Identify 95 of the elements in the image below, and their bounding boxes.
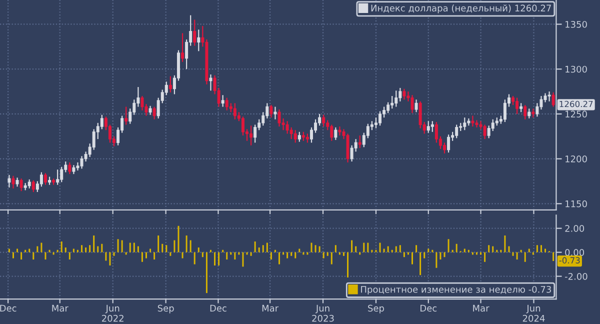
candlestick xyxy=(487,125,490,139)
annotation: -0.73 xyxy=(559,257,580,264)
candlestick xyxy=(8,174,11,188)
x-tick-label: Jun 2022 xyxy=(102,304,124,322)
y-tick-label: 1200 xyxy=(566,156,587,162)
candlestick xyxy=(92,128,96,150)
candlestick xyxy=(350,144,354,162)
x-tick-label: Mar xyxy=(262,304,279,312)
x-tick-label: Dec xyxy=(420,304,437,312)
x-tick-label: Jun 2023 xyxy=(312,304,334,322)
candlestick xyxy=(358,134,362,149)
candlestick xyxy=(524,104,527,120)
candlestick xyxy=(398,87,402,102)
candlestick xyxy=(536,102,539,118)
candlestick xyxy=(250,125,253,146)
candlestick xyxy=(100,114,104,130)
x-tick-label: Sep xyxy=(158,304,174,314)
candlestick xyxy=(516,97,519,115)
candlestick xyxy=(221,94,224,108)
x-tick-label: Dec xyxy=(210,304,226,312)
y-tick-label: 1150 xyxy=(566,200,587,208)
candlestick xyxy=(20,178,23,192)
candlestick xyxy=(330,124,334,142)
y-tick-label: 0.00 xyxy=(565,249,584,256)
candlestick xyxy=(552,92,555,108)
candlestick xyxy=(346,133,350,163)
candlestick xyxy=(60,166,64,183)
candlestick xyxy=(290,126,293,140)
y-tick-label: 1300 xyxy=(566,66,587,73)
candlestick xyxy=(209,74,212,92)
candlestick xyxy=(463,116,466,131)
candlestick xyxy=(434,121,438,144)
candlestick xyxy=(124,106,128,126)
x-tick-label: Mar xyxy=(52,304,68,312)
candlestick xyxy=(193,19,196,46)
candlestick xyxy=(334,126,338,141)
y-tick-label: -2.00 xyxy=(564,273,588,280)
x-tick-label: Mar xyxy=(473,304,490,312)
candlestick xyxy=(528,108,531,119)
candlestick xyxy=(197,29,200,52)
candlestick xyxy=(378,110,382,126)
candlestick xyxy=(386,102,390,114)
candlestick xyxy=(455,124,458,139)
candlestick xyxy=(225,97,228,111)
annotation: 1260.27 xyxy=(560,100,593,108)
candlestick xyxy=(12,175,15,189)
candlestick xyxy=(233,102,236,120)
candlestick xyxy=(140,95,144,111)
candlestick xyxy=(68,162,72,175)
candlestick xyxy=(414,99,418,113)
legend-label: Индекс доллара (недельный) 1260.27 xyxy=(371,4,551,14)
candlestick xyxy=(254,124,257,144)
candlestick xyxy=(278,108,281,128)
y-tick-label: 1350 xyxy=(566,20,587,28)
y-tick-label: 2.00 xyxy=(565,225,584,232)
candlestick xyxy=(40,172,43,188)
candlestick xyxy=(318,113,322,126)
candlestick xyxy=(475,120,478,128)
candlestick xyxy=(394,90,398,108)
x-tick-label: Jun 2024 xyxy=(522,304,545,322)
candlestick xyxy=(298,131,301,142)
candlestick xyxy=(168,76,172,93)
candlestick xyxy=(274,106,277,120)
candlestick xyxy=(426,120,430,134)
candlestick xyxy=(80,156,84,170)
candlestick xyxy=(483,124,486,140)
legend-label: Процентное изменение за неделю -0.73 xyxy=(361,286,551,295)
candlestick xyxy=(390,95,394,110)
candlestick xyxy=(294,130,297,144)
candlestick xyxy=(286,120,289,134)
candlestick xyxy=(270,104,273,118)
candlestick xyxy=(32,180,35,193)
candlestick xyxy=(447,134,450,154)
candlestick xyxy=(418,100,422,129)
candlestick xyxy=(44,172,47,186)
candlestick xyxy=(430,120,434,132)
candlestick xyxy=(374,116,378,129)
candlestick xyxy=(181,32,184,62)
candlestick xyxy=(152,106,156,120)
candlestick xyxy=(548,90,551,102)
candlestick xyxy=(56,169,60,186)
candlestick xyxy=(241,116,244,136)
candlestick xyxy=(410,94,414,114)
y-tick-label: 1250 xyxy=(566,110,587,118)
candlestick xyxy=(402,88,406,100)
candlestick xyxy=(322,114,326,128)
candlestick xyxy=(443,142,446,154)
candlestick xyxy=(76,162,80,172)
x-tick-label: Dec xyxy=(0,304,16,312)
candlestick xyxy=(84,151,88,162)
x-tick-label: Sep xyxy=(368,304,384,314)
candlestick xyxy=(503,99,506,123)
candlestick xyxy=(491,118,494,132)
candlestick xyxy=(471,115,474,128)
candlestick xyxy=(310,126,313,144)
